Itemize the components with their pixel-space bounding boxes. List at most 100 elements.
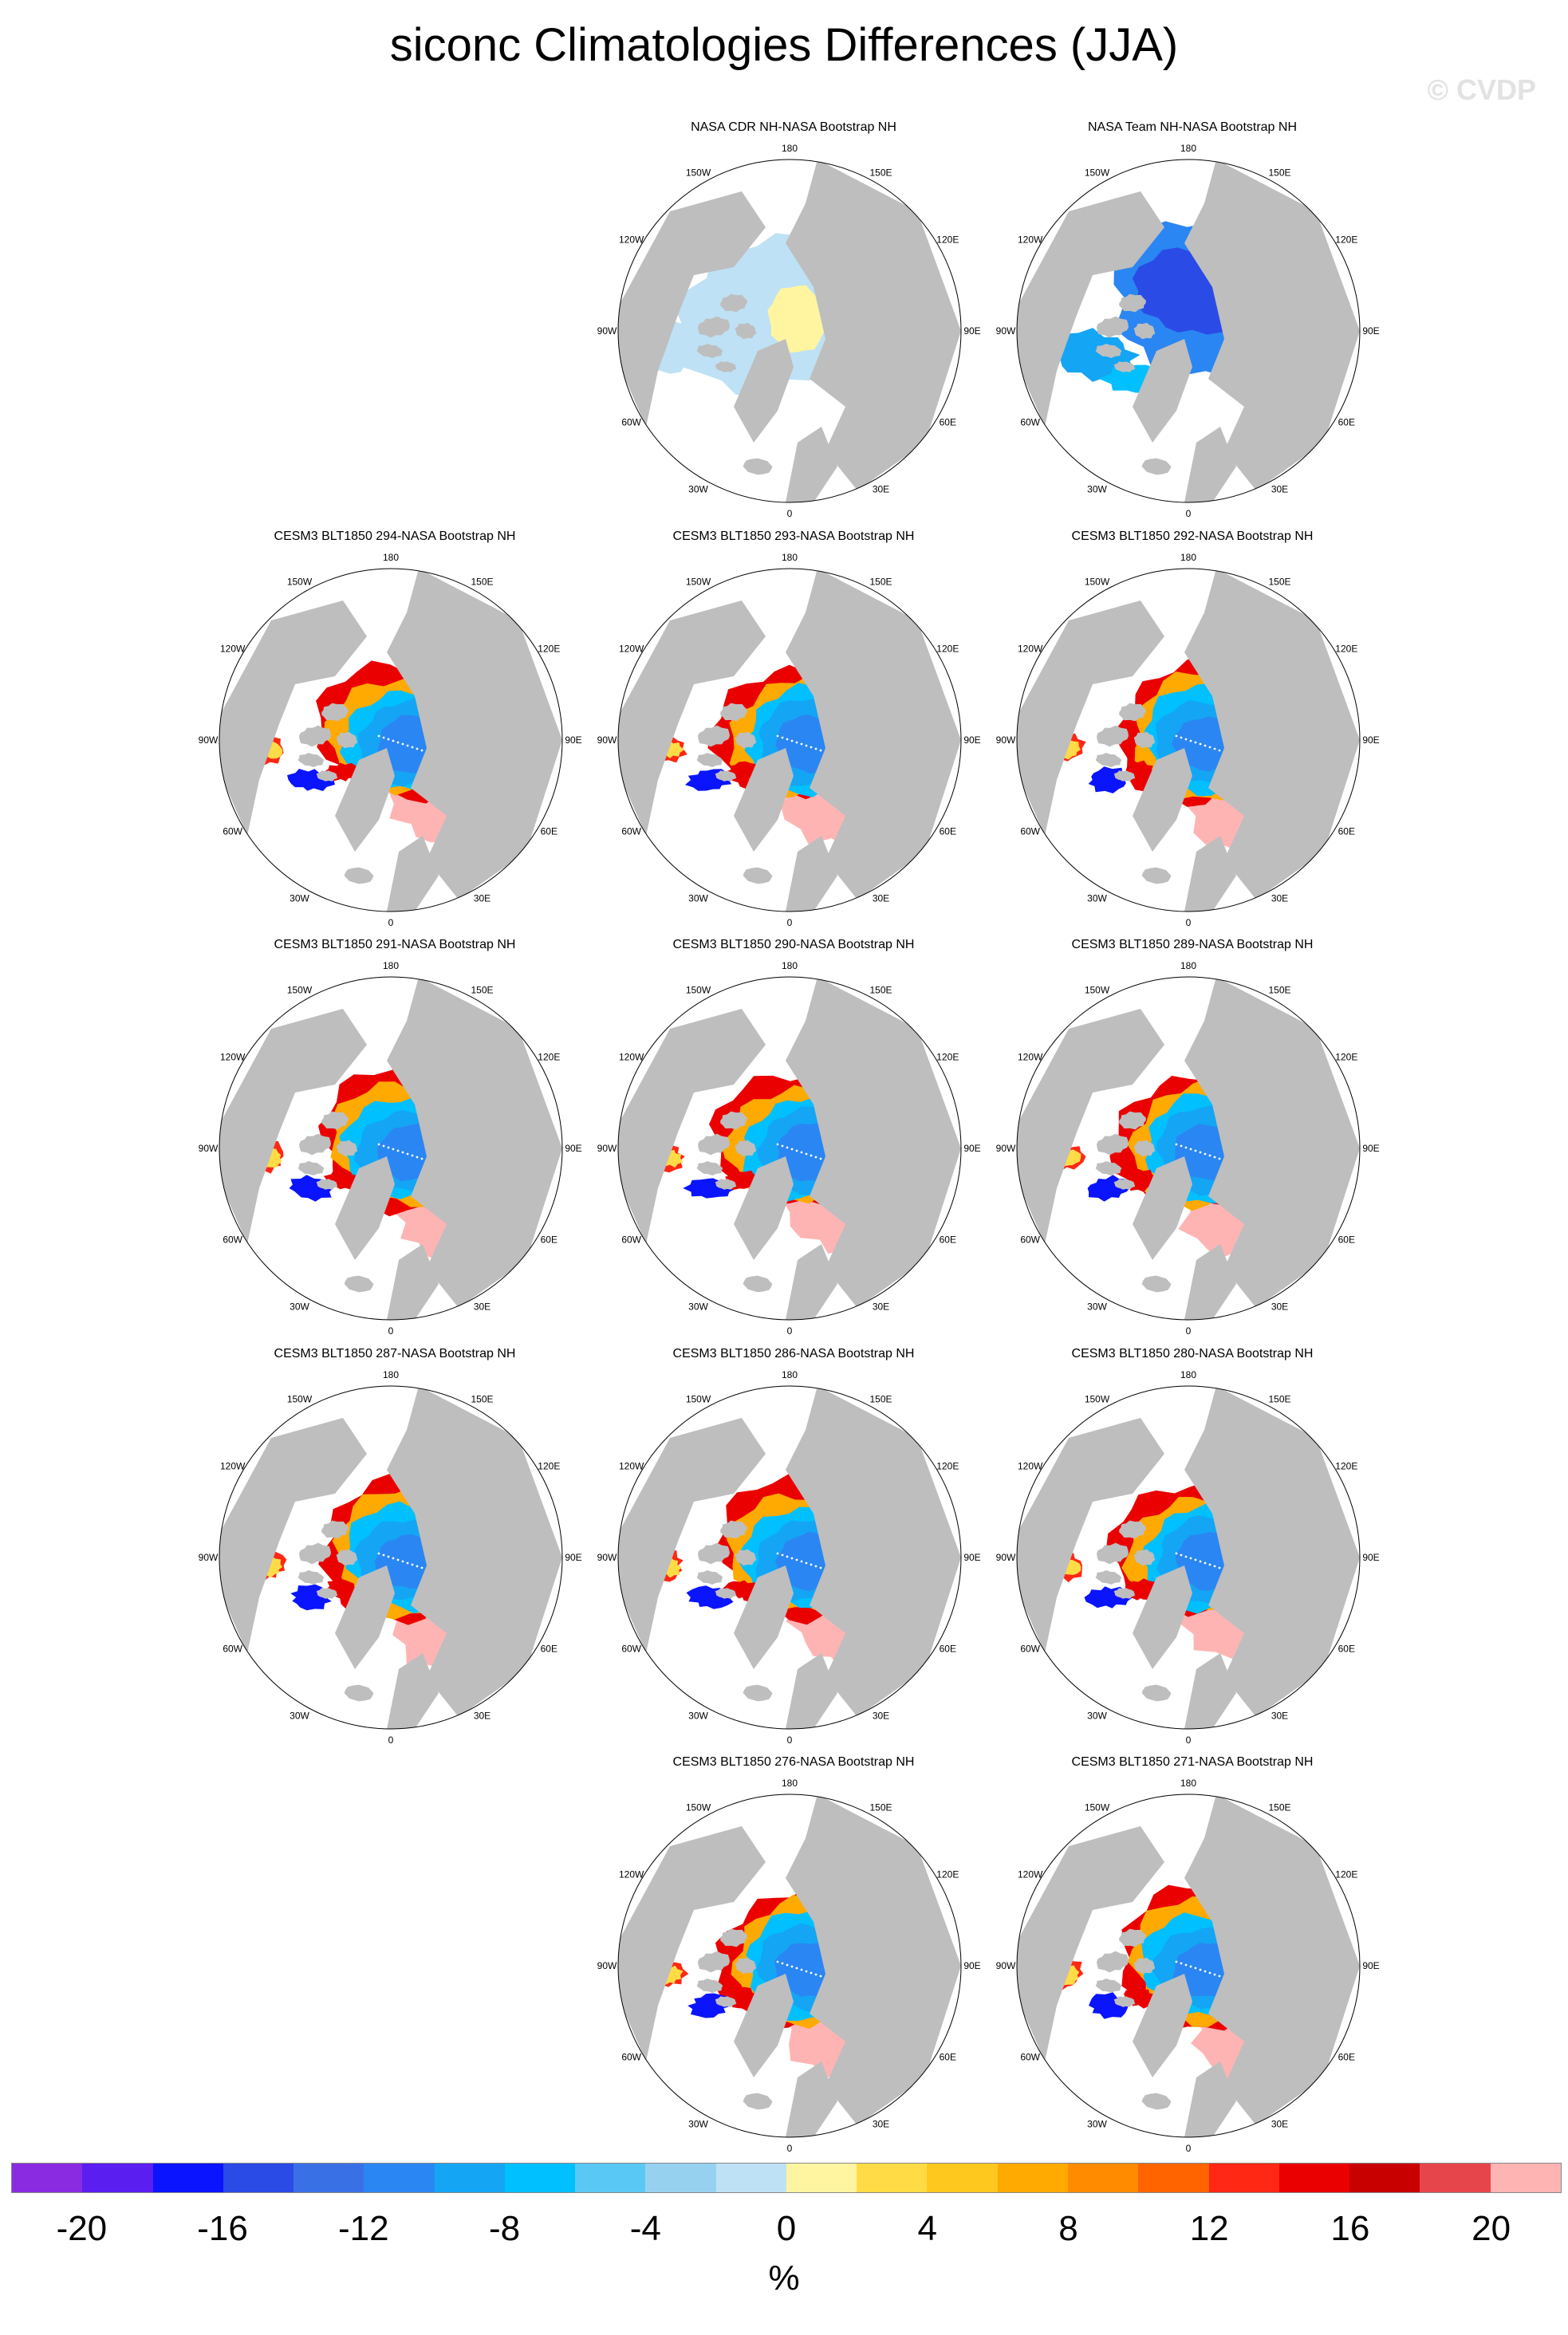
longitude-label: 150E bbox=[1268, 577, 1290, 588]
longitude-label: 120W bbox=[220, 644, 246, 655]
longitude-label: 180 bbox=[782, 143, 798, 154]
polar-map: 180 150E 120E 90E 60E 30E 0 30W 60W 90W 120W 150W bbox=[199, 1369, 582, 1746]
longitude-label: 150E bbox=[1268, 1802, 1290, 1813]
longitude-label: 0 bbox=[787, 2143, 793, 2154]
colorbar-tick-label: 20 bbox=[1471, 2209, 1511, 2248]
longitude-label: 30E bbox=[474, 1301, 490, 1312]
polar-map: 180 150E 120E 90E 60E 30E 0 30W 60W 90W 120W 150W bbox=[996, 1778, 1380, 2154]
colorbar-swatch bbox=[1349, 2164, 1420, 2192]
longitude-label: 150E bbox=[471, 1394, 493, 1405]
longitude-label: 90E bbox=[963, 325, 980, 337]
map-panel: NASA Team NH-NASA Bootstrap NH 180 150E 120… bbox=[993, 120, 1392, 519]
polar-map: 180 150E 120E 90E 60E 30E 0 30W 60W 90W 120W 150W bbox=[199, 960, 582, 1337]
longitude-label: 120E bbox=[538, 1052, 560, 1063]
longitude-label: 150E bbox=[1268, 1394, 1290, 1405]
longitude-label: 90W bbox=[199, 1552, 219, 1563]
longitude-label: 0 bbox=[1186, 917, 1192, 928]
colorbar-swatch bbox=[1138, 2164, 1209, 2192]
colorbar-swatch bbox=[1420, 2164, 1491, 2192]
colorbar-swatch bbox=[1208, 2164, 1279, 2192]
longitude-label: 120E bbox=[1335, 234, 1357, 246]
longitude-label: 30E bbox=[873, 2118, 889, 2129]
polar-map: 180 150E 120E 90E 60E 30E 0 30W 60W 90W 120W 150W bbox=[597, 143, 981, 519]
figure-title: siconc Climatologies Differences (JJA) bbox=[389, 19, 1179, 71]
longitude-label: 60E bbox=[541, 1644, 557, 1655]
longitude-label: 60W bbox=[621, 417, 641, 428]
colorbar-unit: % bbox=[768, 2258, 800, 2298]
polar-map: 180 150E 120E 90E 60E 30E 0 30W 60W 90W 120W 150W bbox=[597, 1369, 981, 1746]
longitude-label: 0 bbox=[1186, 1735, 1192, 1746]
longitude-label: 150W bbox=[1085, 577, 1110, 588]
map-panel: NASA CDR NH-NASA Bootstrap NH 180 150E 120E… bbox=[594, 120, 993, 519]
longitude-label: 120W bbox=[619, 1869, 644, 1880]
longitude-label: 120E bbox=[538, 1461, 560, 1472]
colorbar-tick-label: -4 bbox=[629, 2209, 661, 2248]
map-panel: CESM3 BLT1850 292-NASA Bootstrap NH 180 15… bbox=[993, 529, 1392, 928]
longitude-label: 150E bbox=[1268, 167, 1290, 179]
longitude-label: 0 bbox=[388, 1735, 394, 1746]
longitude-label: 120E bbox=[1335, 644, 1357, 655]
longitude-label: 150W bbox=[686, 1394, 711, 1405]
longitude-label: 180 bbox=[782, 1778, 798, 1789]
longitude-label: 120W bbox=[619, 1052, 644, 1063]
panel-title: CESM3 BLT1850 290-NASA Bootstrap NH bbox=[672, 938, 915, 951]
colorbar-swatch bbox=[434, 2164, 505, 2192]
longitude-label: 30W bbox=[290, 892, 309, 904]
longitude-label: 30W bbox=[290, 1710, 309, 1721]
polar-map: 180 150E 120E 90E 60E 30E 0 30W 60W 90W 120W 150W bbox=[996, 960, 1380, 1337]
polar-map: 180 150E 120E 90E 60E 30E 0 30W 60W 90W 120W 150W bbox=[996, 552, 1380, 928]
longitude-label: 120W bbox=[1018, 1052, 1043, 1063]
colorbar-swatch bbox=[786, 2164, 857, 2192]
longitude-label: 120W bbox=[1018, 1869, 1043, 1880]
polar-map: 180 150E 120E 90E 60E 30E 0 30W 60W 90W 120W 150W bbox=[199, 552, 582, 928]
longitude-label: 60W bbox=[1020, 417, 1040, 428]
colorbar-tick-label: -20 bbox=[56, 2209, 108, 2248]
longitude-label: 150W bbox=[287, 985, 313, 996]
longitude-label: 150W bbox=[287, 577, 313, 588]
colorbar-swatch bbox=[152, 2164, 223, 2192]
map-panel: CESM3 BLT1850 294-NASA Bootstrap NH 180 15… bbox=[195, 529, 594, 928]
longitude-label: 30W bbox=[1087, 483, 1107, 494]
polar-map: 180 150E 120E 90E 60E 30E 0 30W 60W 90W 120W 150W bbox=[996, 1369, 1380, 1746]
map-panel: CESM3 BLT1850 276-NASA Bootstrap NH 180 15… bbox=[594, 1754, 993, 2154]
longitude-label: 150W bbox=[1085, 985, 1110, 996]
longitude-label: 30E bbox=[1271, 1710, 1288, 1721]
longitude-label: 180 bbox=[782, 960, 798, 971]
colorbar-tick-label: -12 bbox=[338, 2209, 389, 2248]
colorbar-swatch bbox=[364, 2164, 435, 2192]
longitude-label: 30W bbox=[1087, 1301, 1107, 1312]
longitude-label: 90W bbox=[199, 734, 219, 746]
panel-title: CESM3 BLT1850 280-NASA Bootstrap NH bbox=[1071, 1347, 1314, 1360]
longitude-label: 0 bbox=[1186, 2143, 1192, 2154]
longitude-label: 90E bbox=[565, 1143, 581, 1154]
panel-title: CESM3 BLT1850 291-NASA Bootstrap NH bbox=[274, 938, 516, 951]
longitude-label: 120E bbox=[1335, 1461, 1357, 1472]
longitude-label: 150E bbox=[1268, 985, 1290, 996]
longitude-label: 150E bbox=[869, 985, 892, 996]
longitude-label: 120W bbox=[619, 1461, 644, 1472]
longitude-label: 30E bbox=[474, 892, 490, 904]
longitude-label: 120W bbox=[220, 1461, 246, 1472]
panel-title: CESM3 BLT1850 286-NASA Bootstrap NH bbox=[672, 1347, 915, 1360]
longitude-label: 30E bbox=[873, 483, 889, 494]
longitude-label: 60W bbox=[1020, 826, 1040, 837]
longitude-label: 120E bbox=[936, 1052, 959, 1063]
longitude-label: 30W bbox=[688, 1301, 708, 1312]
longitude-label: 180 bbox=[1180, 960, 1196, 971]
longitude-label: 180 bbox=[383, 1369, 399, 1380]
longitude-label: 60W bbox=[621, 1644, 641, 1655]
map-panel: CESM3 BLT1850 293-NASA Bootstrap NH 180 15… bbox=[594, 529, 993, 928]
longitude-label: 90W bbox=[996, 325, 1016, 337]
colorbar-tick-label: 4 bbox=[917, 2209, 937, 2248]
longitude-label: 60E bbox=[940, 1644, 956, 1655]
longitude-label: 60W bbox=[621, 826, 641, 837]
longitude-label: 90W bbox=[597, 325, 617, 337]
panel-title: CESM3 BLT1850 292-NASA Bootstrap NH bbox=[1071, 530, 1314, 543]
longitude-label: 150W bbox=[287, 1394, 313, 1405]
longitude-label: 30E bbox=[1271, 483, 1288, 494]
polar-map: 180 150E 120E 90E 60E 30E 0 30W 60W 90W 120W 150W bbox=[597, 552, 981, 928]
colorbar-swatch bbox=[715, 2164, 786, 2192]
polar-map: 180 150E 120E 90E 60E 30E 0 30W 60W 90W 120W 150W bbox=[597, 1778, 981, 2154]
longitude-label: 30W bbox=[1087, 892, 1107, 904]
panel-title: CESM3 BLT1850 289-NASA Bootstrap NH bbox=[1071, 938, 1314, 951]
